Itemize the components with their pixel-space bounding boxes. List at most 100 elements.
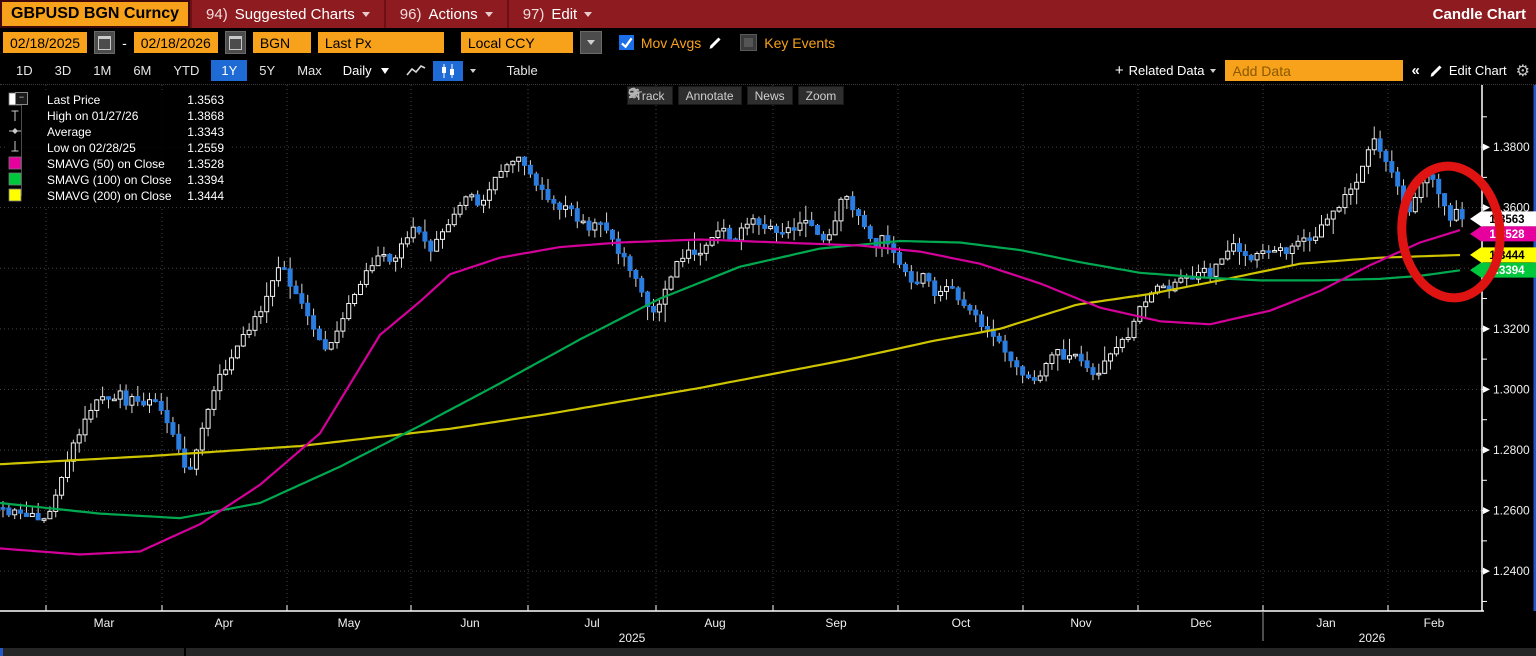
currency-dropdown-button[interactable] xyxy=(580,31,602,54)
check-icon xyxy=(620,36,633,49)
range-button-1y[interactable]: 1Y xyxy=(211,60,247,81)
y-axis-label: 1.2400 xyxy=(1493,564,1530,578)
x-axis-month-label: Feb xyxy=(1424,616,1445,630)
menu-label: Suggested Charts xyxy=(235,6,355,23)
title-bar: GBPUSD BGN Curncy 94) Suggested Charts 9… xyxy=(0,0,1536,28)
pencil-icon[interactable] xyxy=(708,35,723,50)
pencil-icon xyxy=(1429,63,1444,78)
menu-actions[interactable]: 96) Actions xyxy=(384,0,507,28)
price-tag-value: 1.3528 xyxy=(1489,229,1525,241)
date-range-separator: - xyxy=(122,35,127,51)
date-to-field[interactable]: 02/18/2026 xyxy=(134,32,218,53)
range-button-5y[interactable]: 5Y xyxy=(249,60,285,81)
x-axis-month-label: Jul xyxy=(584,616,599,630)
x-axis-month-label: Jun xyxy=(460,616,479,630)
x-axis-month-label: Nov xyxy=(1070,616,1091,630)
legend-item[interactable]: SMAVG (200) on Close 1.3444 xyxy=(8,188,230,204)
menu-edit[interactable]: 97) Edit xyxy=(507,0,607,28)
source-field[interactable]: BGN xyxy=(253,32,311,53)
legend-value: 1.3444 xyxy=(187,189,230,203)
chart-style-dropdown[interactable] xyxy=(464,67,482,75)
legend-value: 1.2559 xyxy=(187,141,230,155)
legend-item[interactable]: SMAVG (50) on Close 1.3528 xyxy=(8,156,230,172)
zoom-icon xyxy=(627,86,641,100)
candle-chart-button[interactable] xyxy=(433,61,463,81)
chevron-down-icon xyxy=(362,12,370,17)
legend-swatch-icon xyxy=(8,140,22,154)
x-axis-month-label: May xyxy=(338,616,361,630)
collapse-panel-button[interactable]: « xyxy=(1412,62,1420,79)
menu-number: 97) xyxy=(523,6,545,23)
x-axis-year-label: 2026 xyxy=(1359,631,1386,645)
legend-swatch-icon xyxy=(8,188,22,202)
legend-item[interactable]: Average 1.3343 xyxy=(8,124,230,140)
price-field[interactable]: Last Px xyxy=(318,32,444,53)
menu-label: Actions xyxy=(428,6,477,23)
date-from-field[interactable]: 02/18/2025 xyxy=(3,32,87,53)
menu-number: 96) xyxy=(400,6,422,23)
x-axis-month-label: Mar xyxy=(94,616,115,630)
table-button[interactable]: Table xyxy=(497,60,548,81)
add-data-input[interactable] xyxy=(1225,60,1403,81)
y-axis-label: 1.3000 xyxy=(1493,382,1530,396)
plus-icon: + xyxy=(1115,62,1124,79)
key-events-label: Key Events xyxy=(764,35,835,51)
legend-item[interactable]: Low on 02/28/25 1.2559 xyxy=(8,140,230,156)
x-axis-month-label: Oct xyxy=(952,616,971,630)
legend-value: 1.3343 xyxy=(187,125,230,139)
x-axis-month-label: Aug xyxy=(704,616,725,630)
legend-swatch-icon xyxy=(8,156,22,170)
settings-gear-icon[interactable]: ⚙ xyxy=(1516,61,1530,81)
legend-label: Last Price xyxy=(47,93,100,107)
range-button-6m[interactable]: 6M xyxy=(123,60,161,81)
news-button[interactable]: News xyxy=(747,86,793,105)
range-button-1d[interactable]: 1D xyxy=(6,60,43,81)
y-axis-label: 1.3800 xyxy=(1493,140,1530,154)
y-axis-label: 1.2600 xyxy=(1493,504,1530,518)
chevron-down-icon xyxy=(584,12,592,17)
legend-label: Low on 02/28/25 xyxy=(47,141,136,155)
annotate-button[interactable]: Annotate xyxy=(678,86,742,105)
period-dropdown[interactable]: Daily xyxy=(333,60,399,81)
calendar-icon[interactable] xyxy=(225,31,246,54)
toolbar-right: + Related Data « Edit Chart ⚙ xyxy=(1115,60,1530,81)
line-chart-button[interactable] xyxy=(400,62,432,80)
legend-label: SMAVG (50) on Close xyxy=(47,157,165,171)
period-label: Daily xyxy=(343,63,372,78)
range-button-ytd[interactable]: YTD xyxy=(163,60,209,81)
legend-label: SMAVG (200) on Close xyxy=(47,189,172,203)
related-data-button[interactable]: + Related Data xyxy=(1115,62,1216,79)
x-axis-month-label: Apr xyxy=(215,616,234,630)
x-axis-month-label: Dec xyxy=(1190,616,1211,630)
key-events-checkbox[interactable] xyxy=(740,34,757,51)
range-button-3d[interactable]: 3D xyxy=(45,60,82,81)
legend-collapse-icon[interactable]: − xyxy=(15,92,28,105)
legend-value: 1.3528 xyxy=(187,157,230,171)
legend-swatch-icon xyxy=(8,108,22,122)
calendar-icon[interactable] xyxy=(94,31,115,54)
price-chart: 1.38001.36001.32001.30001.28001.26001.24… xyxy=(0,85,1536,656)
range-button-1m[interactable]: 1M xyxy=(83,60,121,81)
security-ticker-field[interactable]: GBPUSD BGN Curncy xyxy=(0,0,190,28)
legend-label: Average xyxy=(47,125,91,139)
mov-avgs-checkbox[interactable] xyxy=(619,35,634,50)
chart-type-title: Candle Chart xyxy=(1433,0,1536,28)
candle-chart-icon xyxy=(439,63,457,79)
edit-chart-button[interactable]: Edit Chart xyxy=(1429,63,1507,78)
zoom-button[interactable]: Zoom xyxy=(798,86,845,105)
currency-field[interactable]: Local CCY xyxy=(461,32,573,53)
legend-label: SMAVG (100) on Close xyxy=(47,173,172,187)
y-axis-label: 1.2800 xyxy=(1493,443,1530,457)
menu-number: 94) xyxy=(206,6,228,23)
y-axis-label: 1.3200 xyxy=(1493,322,1530,336)
range-button-max[interactable]: Max xyxy=(287,60,332,81)
menu-suggested-charts[interactable]: 94) Suggested Charts xyxy=(190,0,384,28)
legend-label: High on 01/27/26 xyxy=(47,109,138,123)
mov-avgs-label: Mov Avgs xyxy=(641,35,701,51)
